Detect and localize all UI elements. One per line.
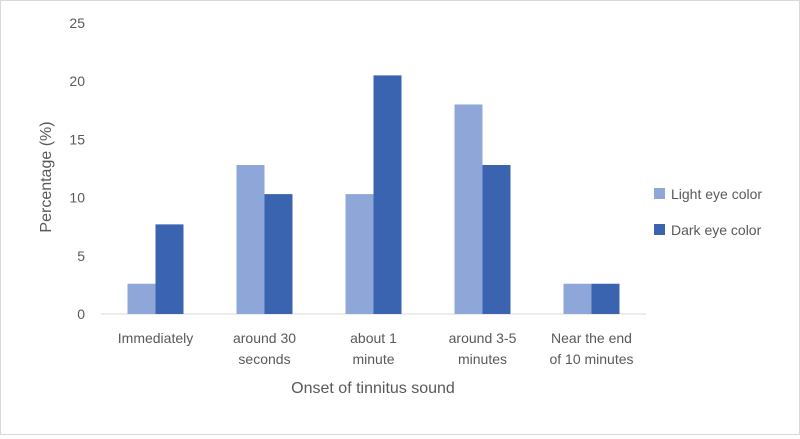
x-axis-label: Onset of tinnitus sound — [291, 380, 455, 397]
y-tick-label: 10 — [69, 190, 85, 206]
y-tick-label: 5 — [77, 248, 85, 264]
x-tick-label: minutes — [458, 351, 507, 367]
x-axis-ticks: Immediately around 30 seconds about 1 minute… — [118, 330, 634, 367]
bar-light-3 — [454, 104, 483, 314]
y-tick-label: 15 — [69, 131, 85, 147]
legend: Light eye color Dark eye color — [654, 186, 762, 238]
y-tick-label: 20 — [69, 73, 85, 89]
bar-dark-4 — [591, 283, 620, 314]
bar-light-0 — [127, 283, 156, 314]
bar-dark-0 — [155, 224, 184, 314]
x-tick-label: of 10 minutes — [549, 351, 633, 367]
bar-light-2 — [345, 194, 374, 314]
x-tick-label: Near the end — [551, 330, 632, 346]
x-tick-label: minute — [352, 351, 394, 367]
bar-light-4 — [563, 283, 592, 314]
x-tick-label: Immediately — [118, 330, 193, 346]
bar-dark-1 — [264, 194, 293, 314]
x-tick-label: around 30 — [233, 330, 296, 346]
bar-dark-2 — [373, 75, 402, 314]
y-tick-label: 25 — [69, 15, 85, 31]
x-tick-label: around 3-5 — [449, 330, 517, 346]
legend-swatch — [654, 224, 665, 235]
y-axis-ticks: 0 5 10 15 20 25 — [69, 15, 85, 322]
bar-light-1 — [236, 165, 265, 314]
y-axis-label: Percentage (%) — [38, 121, 55, 232]
x-tick-label: about 1 — [350, 330, 397, 346]
legend-label: Light eye color — [671, 186, 762, 202]
legend-swatch — [654, 188, 665, 199]
x-tick-label: seconds — [238, 351, 290, 367]
y-tick-label: 0 — [77, 306, 85, 322]
bar-dark-3 — [482, 165, 511, 314]
bars-group — [127, 75, 620, 314]
legend-label: Dark eye color — [671, 222, 762, 238]
